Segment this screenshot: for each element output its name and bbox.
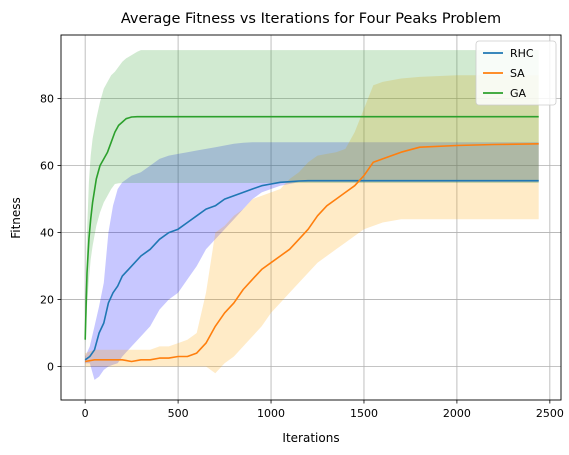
y-tick-label: 40 (40, 227, 54, 240)
legend-box (475, 40, 557, 106)
bands (85, 50, 539, 380)
legend-label-ga: GA (510, 87, 527, 100)
y-ticks: 0 20 40 60 80 (40, 93, 61, 374)
x-ticks: 0 500 1000 1500 2000 2500 (82, 400, 564, 420)
y-axis-label: Fitness (9, 197, 23, 239)
y-tick-label: 0 (47, 361, 54, 374)
x-tick-label: 2500 (536, 407, 564, 420)
x-tick-label: 1000 (257, 407, 285, 420)
legend-label-sa: SA (510, 67, 525, 80)
y-tick-label: 20 (40, 294, 54, 307)
legend-label-rhc: RHC (510, 47, 534, 60)
y-tick-label: 60 (40, 160, 54, 173)
x-tick-label: 0 (82, 407, 89, 420)
legend: RHC SA GA (475, 40, 557, 106)
y-tick-label: 80 (40, 93, 54, 106)
plot-frame (60, 34, 562, 401)
x-tick-label: 500 (168, 407, 189, 420)
rhc-line (84, 179, 539, 361)
series-lines (84, 115, 539, 363)
sa-line (85, 143, 539, 363)
ga-band (85, 50, 539, 350)
ga-line (84, 115, 539, 340)
x-tick-label: 2000 (443, 407, 471, 420)
x-axis-label: Iterations (282, 431, 339, 445)
x-tick-label: 1500 (350, 407, 378, 420)
rhc-band (85, 142, 539, 380)
chart-title: Average Fitness vs Iterations for Four P… (121, 11, 501, 27)
